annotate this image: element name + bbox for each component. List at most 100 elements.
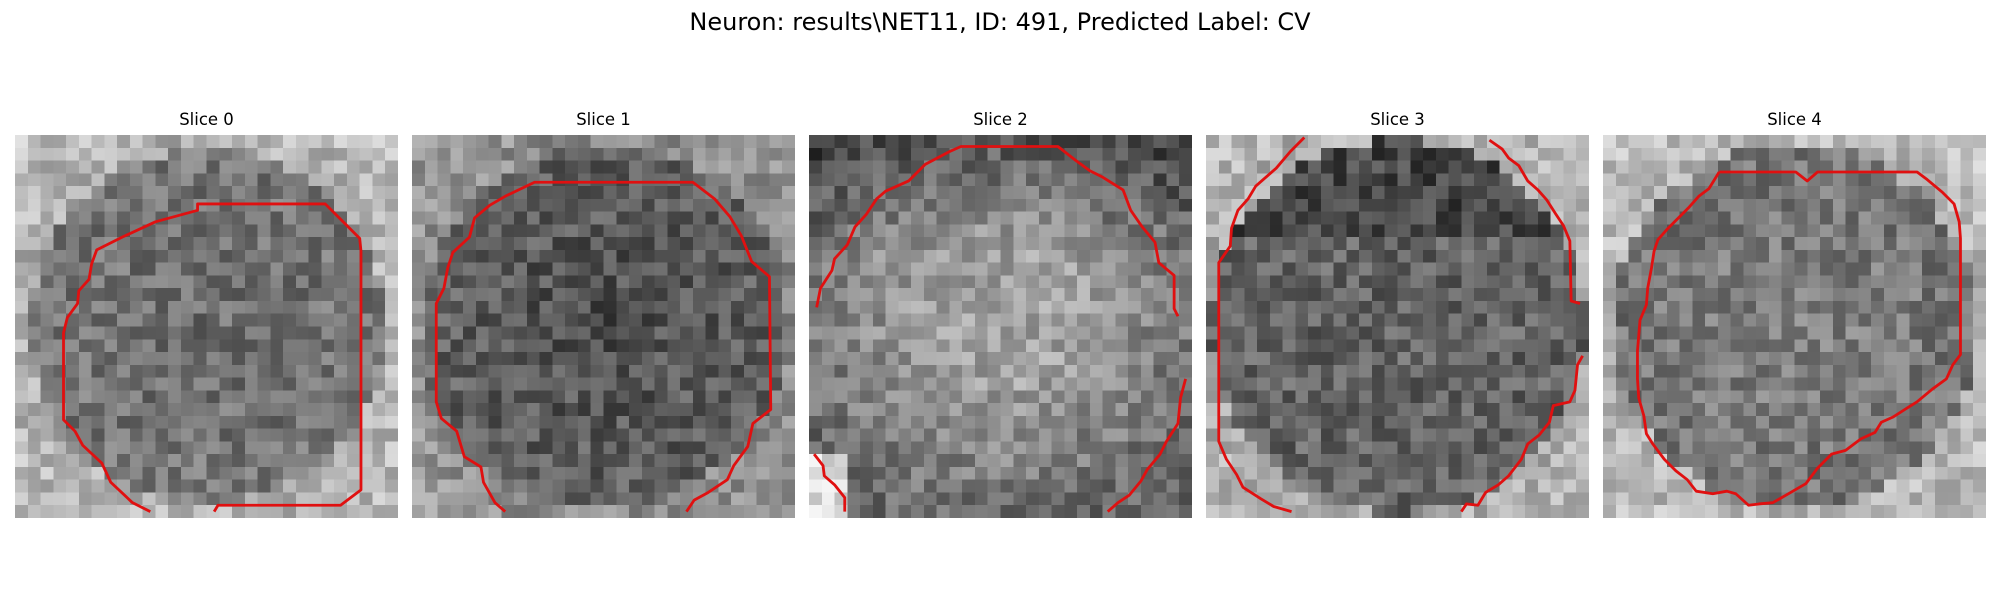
pixel <box>936 377 950 391</box>
pixel <box>1628 466 1642 480</box>
pixel <box>629 466 643 480</box>
pixel <box>782 275 795 289</box>
pixel <box>821 326 835 340</box>
pixel <box>1730 224 1744 238</box>
pixel <box>1038 186 1052 200</box>
pixel <box>219 326 233 340</box>
pixel <box>180 275 194 289</box>
pixel <box>1743 262 1757 276</box>
pixel <box>590 403 604 417</box>
pixel <box>206 377 220 391</box>
pixel <box>1550 428 1564 442</box>
pixel <box>1858 160 1872 174</box>
pixel <box>834 339 848 353</box>
pixel <box>1615 492 1629 506</box>
pixel <box>1359 377 1373 391</box>
pixel <box>692 224 706 238</box>
pixel <box>359 186 373 200</box>
pixel <box>1883 313 1897 327</box>
pixel <box>898 505 912 518</box>
pixel <box>385 466 398 480</box>
pixel <box>1423 492 1437 506</box>
pixel <box>1269 454 1283 468</box>
pixel <box>1705 313 1719 327</box>
pixel <box>974 428 988 442</box>
pixel <box>1705 441 1719 455</box>
pixel <box>219 224 233 238</box>
pixel <box>1896 390 1910 404</box>
pixel <box>756 224 770 238</box>
pixel <box>1756 415 1770 429</box>
pixel <box>66 441 80 455</box>
pixel <box>974 454 988 468</box>
pixel <box>1705 186 1719 200</box>
pixel <box>412 224 426 238</box>
pixel <box>1269 352 1283 366</box>
pixel <box>1244 505 1258 518</box>
pixel <box>1525 326 1539 340</box>
pixel <box>53 479 67 493</box>
pixel <box>603 454 617 468</box>
pixel <box>1820 364 1834 378</box>
pixel <box>1692 352 1706 366</box>
pixel <box>450 160 464 174</box>
pixel <box>834 390 848 404</box>
pixel <box>142 466 156 480</box>
pixel <box>244 403 258 417</box>
pixel <box>1051 352 1065 366</box>
pixel <box>501 249 515 263</box>
pixel <box>66 466 80 480</box>
pixel <box>731 160 745 174</box>
pixel <box>168 135 182 149</box>
pixel <box>885 479 899 493</box>
pixel <box>577 237 591 251</box>
pixel <box>1705 300 1719 314</box>
pixel <box>463 300 477 314</box>
pixel <box>667 352 681 366</box>
pixel <box>1051 403 1065 417</box>
pixel <box>66 377 80 391</box>
pixel <box>756 454 770 468</box>
pixel <box>1397 224 1411 238</box>
pixel <box>847 147 861 161</box>
pixel <box>1244 173 1258 187</box>
pixel <box>949 377 963 391</box>
pixel <box>104 249 118 263</box>
pixel <box>1628 135 1642 149</box>
pixel <box>1807 479 1821 493</box>
pixel <box>270 249 284 263</box>
pixel <box>475 441 489 455</box>
pixel <box>412 479 426 493</box>
pixel <box>616 466 630 480</box>
pixel <box>756 198 770 212</box>
pixel <box>168 441 182 455</box>
segmentation-contour <box>1636 170 1962 507</box>
pixel <box>27 249 41 263</box>
pixel <box>1896 492 1910 506</box>
pixel <box>15 326 29 340</box>
pixel <box>565 479 579 493</box>
pixel <box>1359 275 1373 289</box>
pixel <box>1051 147 1065 161</box>
pixel <box>1615 300 1629 314</box>
pixel <box>1102 326 1116 340</box>
pixel <box>629 339 643 353</box>
pixel <box>1179 428 1192 442</box>
pixel <box>270 224 284 238</box>
pixel <box>565 249 579 263</box>
pixel <box>1603 415 1617 429</box>
pixel <box>1179 364 1192 378</box>
pixel <box>142 147 156 161</box>
pixel <box>1038 224 1052 238</box>
pixel <box>385 160 398 174</box>
pixel <box>232 135 246 149</box>
pixel <box>667 186 681 200</box>
pixel <box>78 326 92 340</box>
pixel <box>949 339 963 353</box>
pixel <box>1615 288 1629 302</box>
pixel <box>1269 415 1283 429</box>
pixel <box>1730 441 1744 455</box>
pixel <box>1051 339 1065 353</box>
pixel <box>1320 454 1334 468</box>
pixel <box>1269 135 1283 149</box>
